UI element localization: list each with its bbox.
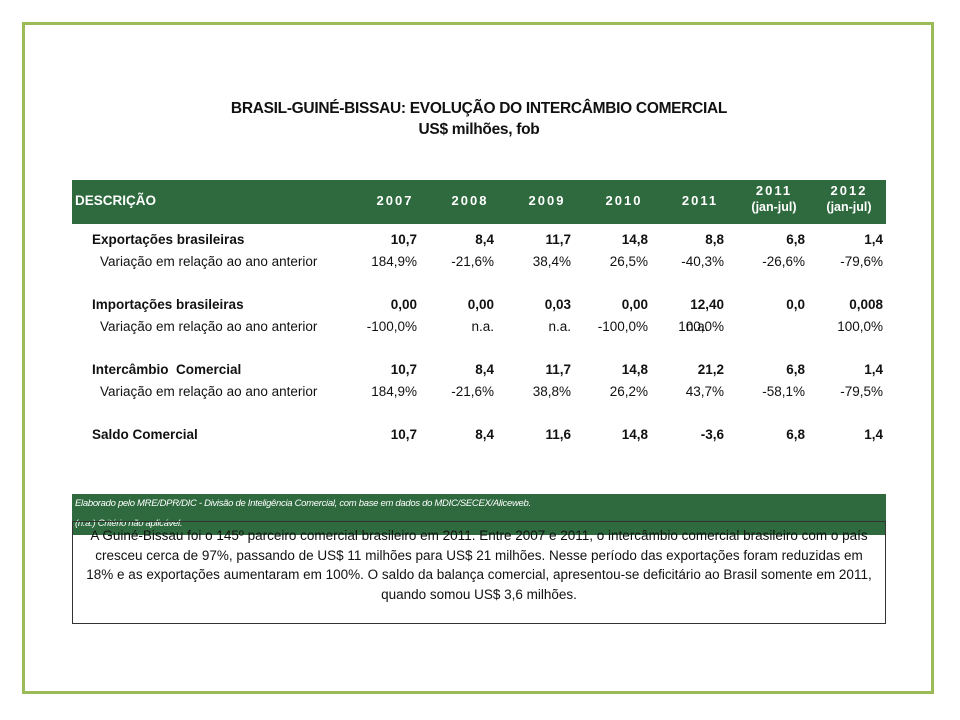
title-line-2: US$ milhões, fob <box>418 121 540 138</box>
header-year-2008: 2008 <box>451 193 489 208</box>
cell-2009: n.a. <box>548 319 571 334</box>
row-label: Saldo Comercial <box>92 427 198 442</box>
row-label: Variação em relação ao ano anterior <box>100 384 318 399</box>
table-row: Variação em relação ao ano anterior -100… <box>72 319 886 339</box>
header-description: DESCRIÇÃO <box>75 193 157 208</box>
cell-2007: 184,9% <box>371 254 417 269</box>
cell-2009: 38,8% <box>532 384 571 399</box>
cell-2007: 0,00 <box>390 297 417 312</box>
cell-2009: 11,6 <box>545 427 571 442</box>
cell-2010: 14,8 <box>621 427 648 442</box>
cell-2008: 8,4 <box>475 427 494 442</box>
cell-2011: -40,3% <box>681 254 724 269</box>
cell-2012-janjul: 100,0% <box>837 319 883 334</box>
cell-2010: 26,5% <box>609 254 648 269</box>
cell-2008: -21,6% <box>451 384 494 399</box>
cell-2011: 21,2 <box>697 362 724 377</box>
cell-2011-janjul: 6,8 <box>786 427 805 442</box>
cell-2009: 11,7 <box>545 232 571 247</box>
row-label: Variação em relação ao ano anterior <box>100 254 318 269</box>
cell-2011-janjul: n.a. <box>686 319 709 334</box>
cell-2010: 14,8 <box>621 362 648 377</box>
cell-2009: 0,03 <box>544 297 571 312</box>
cell-2007: 10,7 <box>390 232 417 247</box>
row-label: Variação em relação ao ano anterior <box>100 319 318 334</box>
cell-2008: n.a. <box>471 319 494 334</box>
header-year-2011-janjul: 2011 (jan-jul) <box>751 183 797 214</box>
header-year-2009: 2009 <box>528 193 566 208</box>
cell-2012-janjul: 1,4 <box>864 362 883 377</box>
cell-2011: -3,6 <box>700 427 724 442</box>
cell-2008: 0,00 <box>467 297 494 312</box>
cell-2007: 10,7 <box>390 427 417 442</box>
cell-2008: -21,6% <box>451 254 494 269</box>
table-row: Variação em relação ao ano anterior 184,… <box>72 384 886 404</box>
table-row: Importações brasileiras 0,00 0,00 0,03 0… <box>72 297 886 317</box>
table-body: Exportações brasileiras 10,7 8,4 11,7 14… <box>72 224 886 535</box>
table-row: Exportações brasileiras 10,7 8,4 11,7 14… <box>72 232 886 252</box>
slide-frame <box>22 22 934 694</box>
commentary-box: A Guiné-Bissau foi o 145º parceiro comer… <box>72 521 886 624</box>
cell-2011: 12,40 <box>690 297 724 312</box>
table-title: BRASIL-GUINÉ-BISSAU: EVOLUÇÃO DO INTERCÂ… <box>72 100 886 144</box>
cell-2012-janjul: 1,4 <box>864 427 883 442</box>
cell-2009: 38,4% <box>532 254 571 269</box>
cell-2010: 0,00 <box>621 297 648 312</box>
table-row: Variação em relação ao ano anterior 184,… <box>72 254 886 274</box>
cell-2012-janjul: -79,6% <box>840 254 883 269</box>
cell-2012-janjul: 1,4 <box>864 232 883 247</box>
cell-2009: 11,7 <box>545 362 571 377</box>
cell-2011: 8,8 <box>705 232 724 247</box>
cell-2011-janjul: 0,0 <box>786 297 805 312</box>
header-year-2012-janjul: 2012 (jan-jul) <box>826 183 872 214</box>
header-year-2010: 2010 <box>605 193 643 208</box>
cell-2011-janjul: -58,1% <box>762 384 805 399</box>
row-label: Importações brasileiras <box>92 297 244 312</box>
cell-2012-janjul: -79,5% <box>840 384 883 399</box>
cell-2007: 184,9% <box>371 384 417 399</box>
cell-2010: 14,8 <box>621 232 648 247</box>
cell-2007: -100,0% <box>366 319 417 334</box>
row-label: Intercâmbio Comercial <box>92 362 242 377</box>
title-line-1: BRASIL-GUINÉ-BISSAU: EVOLUÇÃO DO INTERCÂ… <box>230 100 728 117</box>
cell-2007: 10,7 <box>390 362 417 377</box>
cell-2011: 100,0% <box>678 319 724 334</box>
cell-2010: -100,0% <box>597 319 648 334</box>
cell-2011-janjul: -26,6% <box>762 254 805 269</box>
header-year-2007: 2007 <box>376 193 414 208</box>
na-note: (n.a.) Critério não aplicável. <box>75 518 183 529</box>
table-row: Intercâmbio Comercial 10,7 8,4 11,7 14,8… <box>72 362 886 382</box>
table-footer-notes: Elaborado pelo MRE/DPR/DIC - Divisão de … <box>72 494 886 535</box>
cell-2011: 43,7% <box>685 384 724 399</box>
table-header: DESCRIÇÃO 2007 2008 2009 2010 2011 2011 … <box>72 180 886 224</box>
trade-table: DESCRIÇÃO 2007 2008 2009 2010 2011 2011 … <box>72 180 886 535</box>
source-note: Elaborado pelo MRE/DPR/DIC - Divisão de … <box>75 498 531 509</box>
cell-2008: 8,4 <box>475 362 494 377</box>
cell-2010: 26,2% <box>609 384 648 399</box>
cell-2008: 8,4 <box>475 232 494 247</box>
table-row: Saldo Comercial 10,7 8,4 11,6 14,8 -3,6 … <box>72 427 886 447</box>
cell-2011-janjul: 6,8 <box>786 232 805 247</box>
header-year-2011: 2011 <box>681 193 719 208</box>
cell-2012-janjul: 0,008 <box>849 297 883 312</box>
cell-2011-janjul: 6,8 <box>786 362 805 377</box>
row-label: Exportações brasileiras <box>92 232 245 247</box>
